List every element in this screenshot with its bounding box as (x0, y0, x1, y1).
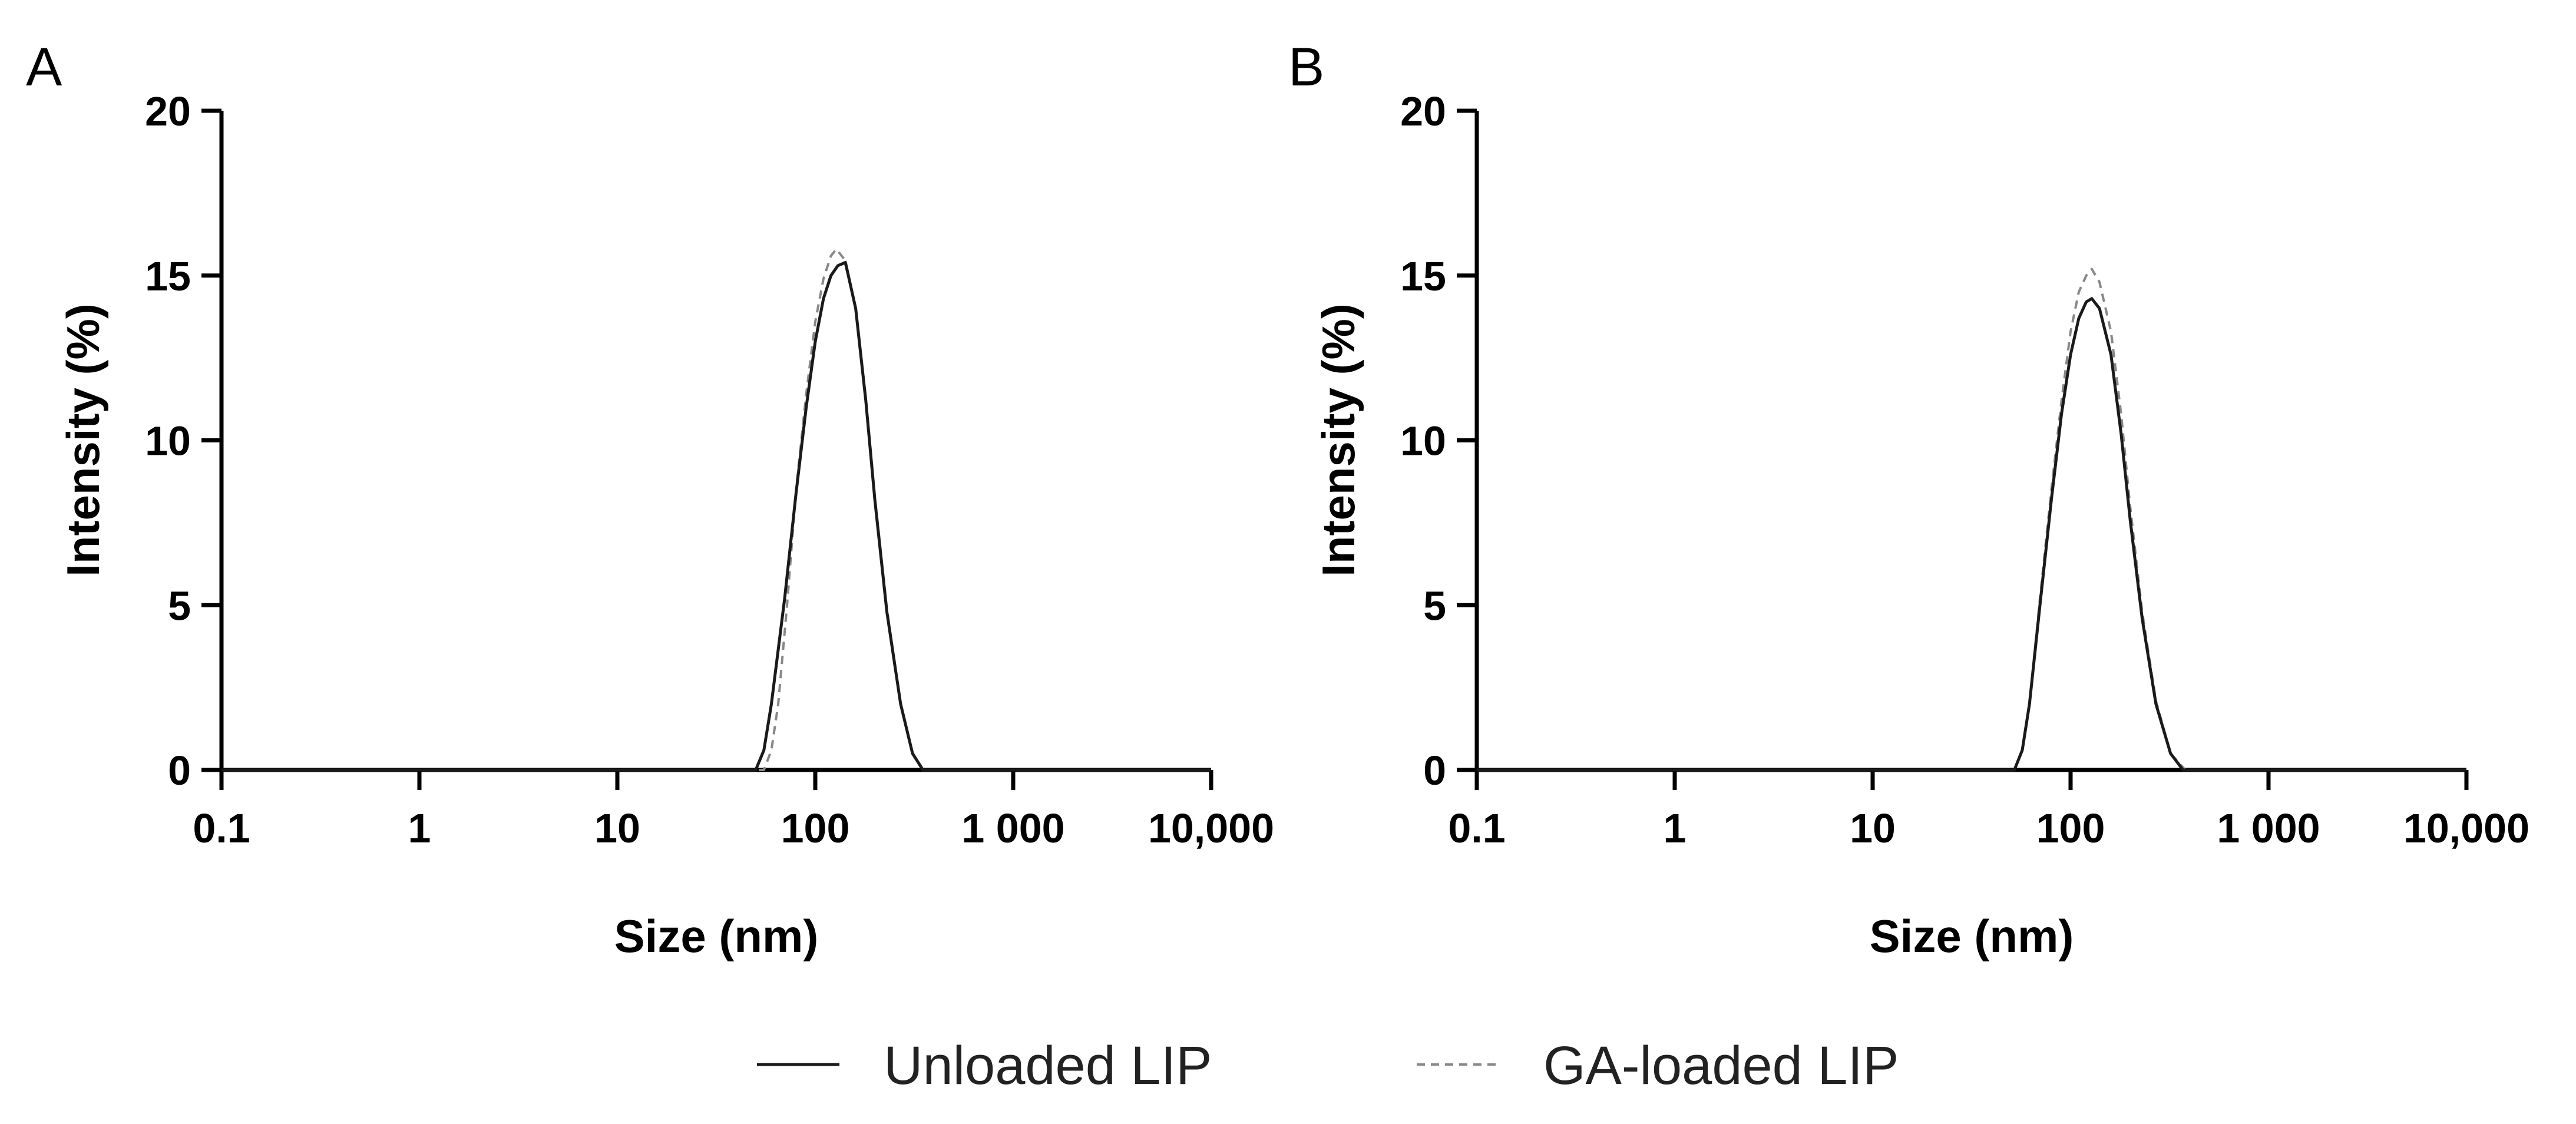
x-ticks: 0.1 1 10 100 1 000 10,000 (193, 770, 1274, 851)
y-tick-label: 0 (1423, 748, 1446, 794)
series-line-ga-loaded (221, 248, 1211, 771)
panel-letter: A (26, 37, 62, 97)
x-tick-label: 0.1 (1448, 805, 1505, 851)
x-ticks: 0.1 1 10 100 1 000 10,000 (1448, 770, 2529, 851)
series-line-unloaded (221, 260, 1211, 772)
legend-item-ga-loaded: GA-loaded LIP (1417, 1036, 1899, 1096)
x-tick-label: 10 (1850, 805, 1896, 851)
y-tick-label: 15 (145, 253, 191, 299)
y-tick-label: 5 (1423, 583, 1446, 629)
y-tick-label: 20 (1400, 88, 1446, 134)
x-tick-label: 1 000 (961, 805, 1064, 851)
y-axis-title: Intensity (%) (1312, 303, 1364, 577)
series-line-ga-loaded (1477, 267, 2466, 771)
x-tick-label: 100 (781, 805, 850, 851)
x-axis-title: Size (nm) (1870, 910, 2074, 962)
y-axis-title: Intensity (%) (57, 303, 109, 577)
y-tick-label: 10 (145, 418, 191, 464)
y-tick-label: 0 (168, 748, 191, 794)
x-tick-label: 10 (594, 805, 640, 851)
legend: Unloaded LIP GA-loaded LIP (757, 1036, 1899, 1096)
x-tick-label: 1 000 (2217, 805, 2320, 851)
x-tick-label: 0.1 (193, 805, 250, 851)
legend-label: Unloaded LIP (884, 1036, 1212, 1096)
x-tick-label: 10,000 (2403, 805, 2529, 851)
legend-item-unloaded: Unloaded LIP (757, 1036, 1212, 1096)
chart-panel-b: B 0 5 10 15 20 0.1 1 10 100 1 000 10,000 Intensit… (1288, 37, 2529, 962)
series-lines (1477, 267, 2466, 772)
series-line-unloaded (1477, 297, 2466, 772)
y-ticks: 0 5 10 15 20 (1400, 88, 1477, 794)
y-tick-label: 5 (168, 583, 191, 629)
y-ticks: 0 5 10 15 20 (145, 88, 221, 794)
series-lines (221, 248, 1211, 772)
x-tick-label: 1 (408, 805, 431, 851)
panel-letter: B (1288, 37, 1324, 97)
x-tick-label: 100 (2036, 805, 2105, 851)
chart-panel-a: A 0 5 10 15 20 0.1 1 10 100 1 000 10,000 Intensit… (26, 37, 1274, 962)
y-tick-label: 15 (1400, 253, 1446, 299)
x-tick-label: 10,000 (1148, 805, 1274, 851)
x-tick-label: 1 (1664, 805, 1687, 851)
y-tick-label: 20 (145, 88, 191, 134)
legend-label: GA-loaded LIP (1543, 1036, 1899, 1096)
y-tick-label: 10 (1400, 418, 1446, 464)
x-axis-title: Size (nm) (614, 910, 819, 962)
